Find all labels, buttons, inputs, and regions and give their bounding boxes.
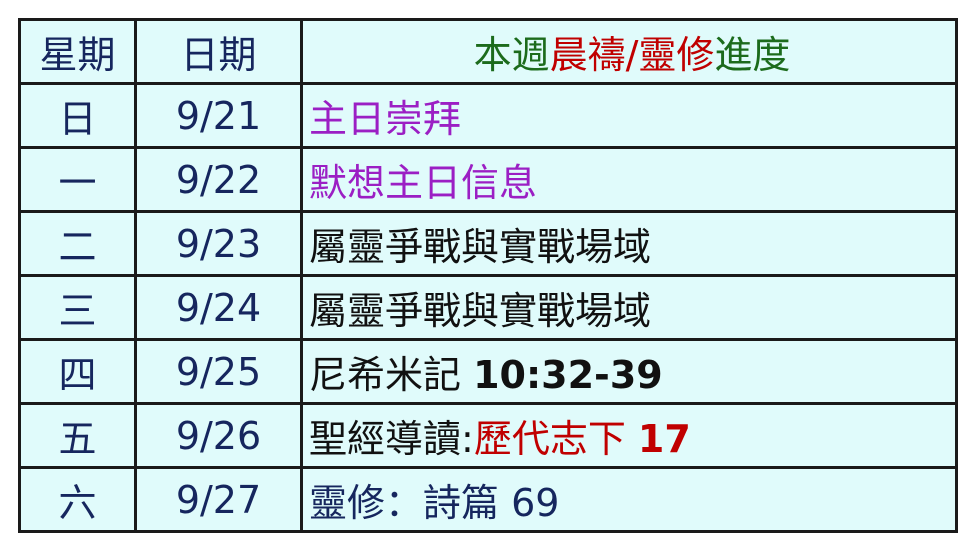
text-segment: 屬靈爭戰與實戰場域	[309, 225, 652, 269]
table-row: 五 9/26 聖經導讀:歷代志下 17	[18, 402, 958, 469]
weekday-cell: 六	[18, 466, 137, 533]
progress-cell: 默想主日信息	[300, 146, 958, 213]
weekday-cell: 日	[18, 82, 137, 149]
progress-cell: 屬靈爭戰與實戰場域	[300, 274, 958, 341]
date-cell: 9/24	[134, 274, 303, 341]
text-segment: 主日崇拜	[309, 97, 462, 141]
table-row: 四 9/25 尼希米記 10:32-39	[18, 338, 958, 405]
text-segment: 聖經導讀:	[309, 417, 474, 461]
text-segment: 歷代志下	[473, 417, 638, 461]
progress-cell: 靈修：詩篇 69	[300, 466, 958, 533]
date-header: 日期	[134, 18, 303, 85]
date-cell: 9/22	[134, 146, 303, 213]
weekday-header: 星期	[18, 18, 137, 85]
header-row: 星期 日期 本週晨禱/靈修進度	[18, 18, 958, 85]
text-segment: 靈修：詩篇 69	[309, 481, 560, 525]
weekly-schedule-table: 星期 日期 本週晨禱/靈修進度 日 9/21 主日崇拜一 9/22 默想主日信息二 9/2…	[18, 18, 958, 533]
text-segment: 晨禱/靈修	[549, 33, 715, 77]
weekday-cell: 二	[18, 210, 137, 277]
weekday-cell: 四	[18, 338, 137, 405]
table-row: 三 9/24 屬靈爭戰與實戰場域	[18, 274, 958, 341]
text-segment: 屬靈爭戰與實戰場域	[309, 289, 652, 333]
progress-cell: 聖經導讀:歷代志下 17	[300, 402, 958, 469]
progress-cell: 屬靈爭戰與實戰場域	[300, 210, 958, 277]
date-cell: 9/23	[134, 210, 303, 277]
date-cell: 9/27	[134, 466, 303, 533]
weekday-cell: 三	[18, 274, 137, 341]
text-segment: 本週	[473, 33, 550, 77]
progress-cell: 主日崇拜	[300, 82, 958, 149]
table-row: 二 9/23 屬靈爭戰與實戰場域	[18, 210, 958, 277]
progress-header: 本週晨禱/靈修進度	[300, 18, 958, 85]
text-segment: 尼希米記	[309, 353, 474, 397]
text-segment: 進度	[714, 33, 791, 77]
text-segment: 17	[637, 417, 691, 461]
table-row: 一 9/22 默想主日信息	[18, 146, 958, 213]
weekday-cell: 一	[18, 146, 137, 213]
table-row: 六 9/27 靈修：詩篇 69	[18, 466, 958, 533]
date-cell: 9/26	[134, 402, 303, 469]
table-row: 日 9/21 主日崇拜	[18, 82, 958, 149]
date-cell: 9/21	[134, 82, 303, 149]
date-cell: 9/25	[134, 338, 303, 405]
text-segment: 10:32-39	[473, 353, 663, 397]
weekday-cell: 五	[18, 402, 137, 469]
progress-cell: 尼希米記 10:32-39	[300, 338, 958, 405]
text-segment: 默想主日信息	[309, 161, 538, 205]
